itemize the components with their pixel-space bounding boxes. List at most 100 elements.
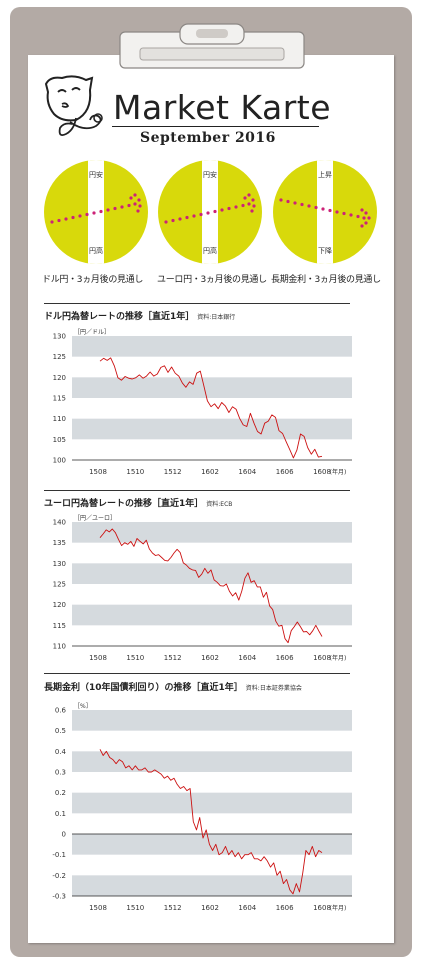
chart-title: ユーロ円為替レートの推移［直近1年］ 資料:ECB: [44, 496, 232, 509]
outlook-caption: 長期金利・3ヵ月後の見通し: [271, 275, 381, 285]
grid-band: [72, 875, 352, 896]
y-tick-label: -0.2: [52, 872, 66, 880]
x-tick-label: 1608: [313, 654, 331, 662]
y-tick-label: 135: [53, 539, 66, 547]
x-axis-unit-label: (年月): [330, 654, 347, 662]
section-divider: [44, 303, 350, 304]
down-arrow-icon: [279, 198, 371, 228]
up-arrow-icon: [164, 193, 256, 224]
y-tick-label: 125: [53, 581, 66, 589]
issue-date: September 2016: [140, 130, 276, 146]
grid-band: [72, 604, 352, 626]
x-tick-label: 1508: [89, 904, 107, 912]
x-axis-unit-label: (年月): [330, 468, 347, 476]
section-divider: [44, 673, 350, 674]
x-tick-label: 1604: [238, 468, 256, 476]
series-line: [99, 528, 323, 644]
doctor-mask-logo-icon: [44, 75, 103, 137]
y-tick-label: 100: [53, 457, 66, 465]
x-tick-label: 1512: [164, 904, 182, 912]
y-tick-label: 130: [53, 333, 66, 341]
outlook-usdjpy: 円安 円高: [44, 160, 148, 264]
up-arrow-icon: [50, 193, 142, 224]
chart-source: 資料:日本証券業協会: [245, 685, 302, 692]
x-tick-label: 1512: [164, 654, 182, 662]
y-tick-label: 110: [53, 415, 66, 423]
grid-band: [72, 834, 352, 855]
x-axis-unit-label: (年月): [330, 904, 347, 912]
x-tick-label: 1608: [313, 468, 331, 476]
x-tick-label: 1508: [89, 654, 107, 662]
y-tick-label: 140: [53, 519, 66, 527]
y-tick-label: 115: [53, 622, 66, 630]
grid-band: [72, 336, 352, 357]
x-tick-label: 1608: [313, 904, 331, 912]
outlook-bottom-label: 円高: [89, 247, 103, 255]
outlook-caption: ユーロ円・3ヵ月後の見通し: [157, 275, 267, 285]
y-tick-label: 0.2: [55, 789, 66, 797]
outlook-top-label: 上昇: [318, 171, 332, 179]
usdjpy-line-chart: 130 125 120 115 110 105 100 ［円／ドル］ 1508 1510 1512 1…: [53, 329, 352, 476]
page-title: Market Karte: [113, 88, 332, 127]
y-tick-label: 0.5: [55, 727, 66, 735]
y-tick-label: -0.3: [52, 893, 66, 901]
chart-title-text: 長期金利（10年国債利回り）の推移［直近1年］: [44, 683, 243, 693]
grid-band: [72, 751, 352, 772]
x-tick-label: 1604: [238, 654, 256, 662]
x-tick-label: 1606: [276, 904, 294, 912]
chart-title-text: ドル円為替レートの推移［直近1年］: [44, 312, 195, 322]
x-tick-label: 1606: [276, 654, 294, 662]
y-axis-unit-label: ［円／ユーロ］: [74, 515, 116, 522]
chart-title: ドル円為替レートの推移［直近1年］ 資料:日本銀行: [44, 309, 235, 322]
grid-band: [72, 377, 352, 398]
outlook-long-term-rate: 上昇 下降: [273, 160, 377, 264]
title-underline: [112, 126, 319, 127]
x-tick-label: 1508: [89, 468, 107, 476]
outlook-eurjpy: 円安 円高: [158, 160, 262, 264]
y-tick-label: 120: [53, 601, 66, 609]
y-tick-label: 0.1: [55, 810, 66, 818]
y-tick-label: 105: [53, 436, 66, 444]
grid-band: [72, 418, 352, 440]
y-tick-label: 115: [53, 395, 66, 403]
y-tick-label: 125: [53, 353, 66, 361]
x-tick-label: 1510: [126, 654, 144, 662]
series-line: [99, 749, 323, 895]
x-tick-label: 1602: [201, 468, 219, 476]
y-tick-label: 0.4: [55, 748, 67, 756]
outlook-axis: [202, 160, 218, 264]
chart-source: 資料:ECB: [206, 501, 233, 508]
grid-band: [72, 792, 352, 814]
y-tick-label: 0.3: [55, 769, 66, 777]
clipboard-clip-icon: [119, 23, 305, 69]
y-axis-unit-label: ［%］: [74, 703, 92, 710]
x-tick-label: 1604: [238, 904, 256, 912]
outlook-caption: ドル円・3ヵ月後の見通し: [42, 275, 144, 285]
y-axis-unit-label: ［円／ドル］: [74, 329, 110, 336]
x-tick-label: 1606: [276, 468, 294, 476]
x-tick-label: 1512: [164, 468, 182, 476]
outlook-top-label: 円安: [203, 171, 217, 179]
x-tick-label: 1510: [126, 904, 144, 912]
jgb-yield-line-chart: 0.6 0.5 0.4 0.3 0.2 0.1 0 -0.1 -0.2 -0.3 ［%］ 1508 15…: [52, 703, 352, 912]
y-tick-label: 0: [62, 831, 66, 839]
outlook-bottom-label: 円高: [203, 247, 217, 255]
grid-band: [72, 710, 352, 731]
grid-band: [72, 522, 352, 543]
chart-title: 長期金利（10年国債利回り）の推移［直近1年］ 資料:日本証券業協会: [44, 680, 302, 693]
outlook-bottom-label: 下降: [318, 247, 332, 255]
outlook-top-label: 円安: [89, 171, 103, 179]
x-tick-label: 1602: [201, 654, 219, 662]
y-tick-label: 120: [53, 374, 66, 382]
series-line: [99, 357, 323, 459]
y-tick-label: 0.6: [55, 707, 67, 715]
outlook-axis: [317, 160, 333, 264]
chart-title-text: ユーロ円為替レートの推移［直近1年］: [44, 499, 204, 509]
x-tick-label: 1602: [201, 904, 219, 912]
y-tick-label: 110: [53, 643, 66, 651]
y-tick-label: 130: [53, 560, 66, 568]
chart-source: 資料:日本銀行: [197, 314, 236, 321]
section-divider: [44, 490, 350, 491]
x-tick-label: 1510: [126, 468, 144, 476]
eurjpy-line-chart: 140 135 130 125 120 115 110 ［円／ユーロ］ 1508 1510 1512…: [53, 515, 352, 662]
